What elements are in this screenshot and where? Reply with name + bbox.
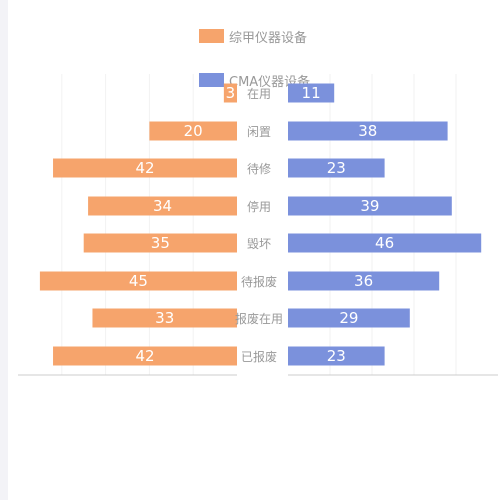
bar-right	[288, 83, 335, 103]
bar-right	[288, 308, 410, 328]
data-label-right: 36	[354, 272, 373, 290]
bar-left	[92, 308, 238, 328]
category-label: 待修	[247, 161, 271, 176]
bar-left	[53, 158, 237, 178]
bar-left	[149, 121, 237, 141]
data-label-right: 39	[360, 197, 379, 215]
bar-right	[288, 271, 440, 291]
data-label-left: 45	[129, 272, 148, 290]
data-label-left: 42	[135, 159, 154, 177]
category-label: 已报废	[241, 349, 277, 364]
bar-left	[88, 196, 237, 216]
category-label: 待报废	[241, 274, 277, 289]
data-label-right: 23	[327, 159, 346, 177]
data-label-right: 11	[302, 84, 321, 102]
bar-left	[53, 346, 237, 366]
bar-right	[288, 158, 385, 178]
data-label-left: 20	[184, 122, 203, 140]
data-label-left: 3	[226, 84, 236, 102]
bar-right	[288, 346, 385, 366]
category-label: 停用	[247, 199, 271, 214]
category-label: 在用	[247, 87, 271, 101]
category-label: 闲置	[247, 125, 271, 139]
data-label-left: 33	[155, 309, 174, 327]
data-label-left: 42	[135, 347, 154, 365]
category-label: 毁坏	[247, 236, 271, 251]
legend-swatch-series-1	[199, 29, 224, 43]
data-label-left: 34	[153, 197, 172, 215]
bar-left	[223, 83, 237, 103]
bar-right	[288, 196, 452, 216]
butterfly-bar-chart: 3 11 在用 20 38 闲置 42 23 待修 34 39 停用 35 46 毁坏 45 36 待报废 33 29…	[18, 74, 498, 376]
bar-right	[288, 233, 482, 253]
legend-swatch-series-2	[199, 73, 224, 87]
category-label: 报废在用	[235, 311, 283, 326]
data-label-left: 35	[151, 234, 170, 252]
chart-panel: 综甲仪器设备 CMA仪器设备 3 11 在用 20 38 闲置 42 23 待修 34 39 停用 35…	[8, 0, 500, 500]
data-label-right: 23	[327, 347, 346, 365]
bar-left	[83, 233, 237, 253]
bar-right	[288, 121, 448, 141]
legend-label-series-1: 综甲仪器设备	[229, 30, 308, 46]
legend-item-series-1[interactable]: 综甲仪器设备	[199, 28, 308, 46]
data-label-right: 38	[358, 122, 377, 140]
data-label-right: 46	[375, 234, 394, 252]
bar-left	[39, 271, 238, 291]
data-label-right: 29	[339, 309, 358, 327]
